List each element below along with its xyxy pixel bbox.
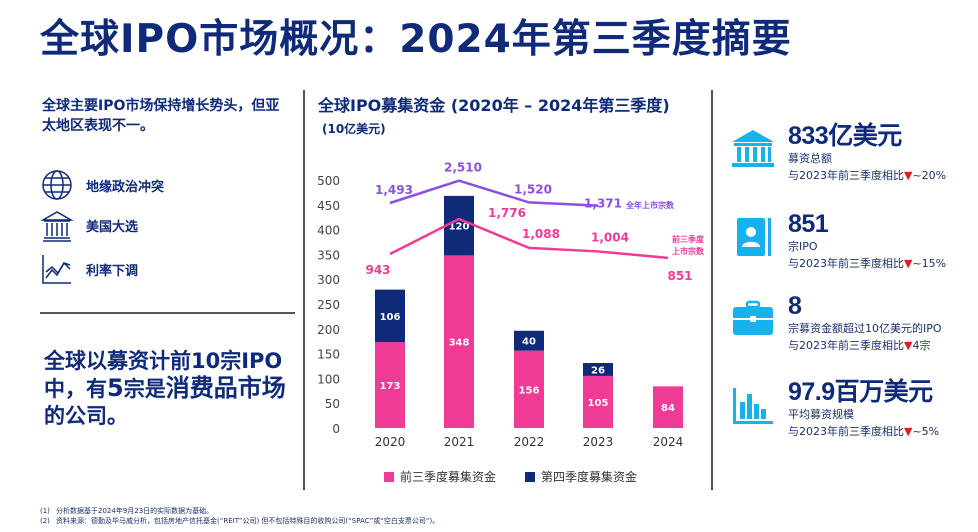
bar-q1-q3 xyxy=(444,255,474,428)
x-tick-label: 2022 xyxy=(514,435,545,449)
line-data-label: 943 xyxy=(365,263,390,277)
stat-compare: 与2023年前三季度相比▼~5% xyxy=(788,425,940,438)
bar-q1-q3 xyxy=(375,342,405,428)
y-tick-label: 450 xyxy=(317,199,340,213)
stat-card: 833亿美元 募资总额 与2023年前三季度相比▼~20% xyxy=(730,122,946,184)
y-tick-label: 350 xyxy=(317,248,340,262)
y-tick-label: 400 xyxy=(317,224,340,238)
bank-icon xyxy=(732,130,774,167)
divider xyxy=(303,90,305,490)
bar-q4 xyxy=(375,289,405,343)
stat-value: 833亿美元 xyxy=(788,122,902,150)
stat-value: 8 xyxy=(788,292,802,320)
line-legend-label: 全年上市宗数 xyxy=(625,200,675,210)
bar-q1-q3 xyxy=(583,375,613,428)
risk-label: 利率下调 xyxy=(86,263,139,279)
rate-chart-icon xyxy=(42,255,71,284)
briefcase-icon xyxy=(733,300,773,335)
x-tick-label: 2023 xyxy=(583,435,614,449)
down-arrow-icon: ▼ xyxy=(904,169,913,182)
divider xyxy=(40,312,295,314)
stat-value: 851 xyxy=(788,210,829,238)
contact-icon xyxy=(737,218,771,256)
footnotes: (1) 分析数据基于2024年9月23日的实际数据为基础。 (2) 资料来源：德勤及… xyxy=(40,506,439,526)
bar-label: 173 xyxy=(380,381,401,392)
risk-label: 地缘政治冲突 xyxy=(86,179,165,195)
highlight-text: 全球以募资计前10宗IPO中，有5宗是消费品市场的公司。 xyxy=(44,349,286,428)
line-legend-label: 上市宗数 xyxy=(672,246,705,256)
risk-label: 美国大选 xyxy=(86,219,139,235)
left-heading: 全球主要IPO市场保持增长势头，但亚太地区表现不一。 xyxy=(42,98,280,134)
stat-card: 851 宗IPO 与2023年前三季度相比▼~15% xyxy=(730,210,946,272)
y-tick-label: 300 xyxy=(317,273,340,287)
globe-icon xyxy=(42,170,72,200)
bar-q1-q3 xyxy=(653,386,683,428)
stat-card: 97.9百万美元 平均募资规模 与2023年前三季度相比▼~5% xyxy=(730,378,939,440)
down-arrow-icon: ▼ xyxy=(904,339,913,352)
count-line xyxy=(389,179,599,207)
stat-label: 平均募资规模 xyxy=(788,408,854,421)
stat-card: 8 宗募资金额超过10亿美元的IPO 与2023年前三季度相比▼4宗 xyxy=(730,292,942,354)
line-data-label: 1,520 xyxy=(514,182,552,196)
bar-label: 84 xyxy=(661,403,675,414)
legend-label: 前三季度募集资金 xyxy=(400,469,496,484)
risk-item: 利率下调 xyxy=(40,252,138,286)
capitol-icon xyxy=(40,211,74,242)
footnote: (1) 分析数据基于2024年9月23日的实际数据为基础。 xyxy=(40,507,214,515)
y-tick-label: 250 xyxy=(317,298,340,312)
bar-q4 xyxy=(583,363,613,376)
y-tick-label: 500 xyxy=(317,174,340,188)
y-tick-label: 150 xyxy=(317,348,340,362)
ipo-chart: 0 50 100 150 200 250 300 350 400 450 500 2020 2021 20… xyxy=(317,161,705,484)
y-tick-label: 100 xyxy=(317,372,340,386)
bar-label: 120 xyxy=(449,222,470,233)
line-data-label: 1,493 xyxy=(375,183,413,197)
bar-q4 xyxy=(444,195,474,256)
stat-compare: 与2023年前三季度相比▼~15% xyxy=(788,257,947,270)
y-tick-label: 200 xyxy=(317,323,340,337)
bar-chart-icon xyxy=(733,388,773,424)
stat-label: 募资总额 xyxy=(788,152,832,165)
risk-item: 美国大选 xyxy=(40,208,138,242)
bar-label: 105 xyxy=(588,398,609,409)
line-legend-label: 前三季度 xyxy=(672,234,705,244)
stat-compare: 与2023年前三季度相比▼4宗 xyxy=(788,339,931,352)
risk-item: 地缘政治冲突 xyxy=(40,168,164,202)
stat-label: 宗募资金额超过10亿美元的IPO xyxy=(788,322,942,335)
footnote: (2) 资料来源：德勤及毕马威分析，包括房地产信托基金(“REIT”公司) 但不包… xyxy=(40,517,440,525)
line-data-label: 1,776 xyxy=(488,206,526,220)
y-tick-label: 0 xyxy=(332,422,340,436)
stat-value: 97.9百万美元 xyxy=(788,378,933,406)
legend-swatch xyxy=(525,472,535,482)
line-data-label: 2,510 xyxy=(444,161,482,175)
bar-label: 348 xyxy=(449,338,470,349)
chart-title: 全球IPO募集资金 (2020年 – 2024年第三季度) xyxy=(318,96,670,115)
x-tick-label: 2021 xyxy=(444,435,475,449)
line-data-label: 851 xyxy=(667,269,692,283)
bar-label: 156 xyxy=(519,385,540,396)
line-data-label: 1,004 xyxy=(591,230,629,244)
x-tick-label: 2020 xyxy=(375,435,406,449)
legend-swatch xyxy=(384,472,394,482)
y-tick-label: 50 xyxy=(325,397,340,411)
bar-label: 26 xyxy=(591,365,605,376)
x-tick-label: 2024 xyxy=(653,435,684,449)
bar-label: 40 xyxy=(522,337,536,348)
down-arrow-icon: ▼ xyxy=(904,425,913,438)
stat-label: 宗IPO xyxy=(788,240,818,253)
stat-compare: 与2023年前三季度相比▼~20% xyxy=(788,169,947,182)
bar-q4 xyxy=(514,330,544,351)
count-line xyxy=(389,217,669,260)
bar-q1-q3 xyxy=(514,350,544,428)
down-arrow-icon: ▼ xyxy=(904,257,913,270)
page-title: 全球IPO市场概况：2024年第三季度摘要 xyxy=(40,17,792,62)
line-data-label: 1,371 xyxy=(584,197,622,211)
divider xyxy=(711,90,713,490)
chart-unit: (10亿美元) xyxy=(322,122,386,136)
legend-label: 第四季度募集资金 xyxy=(541,469,637,484)
bar-label: 106 xyxy=(380,312,401,323)
line-data-label: 1,088 xyxy=(522,227,560,241)
